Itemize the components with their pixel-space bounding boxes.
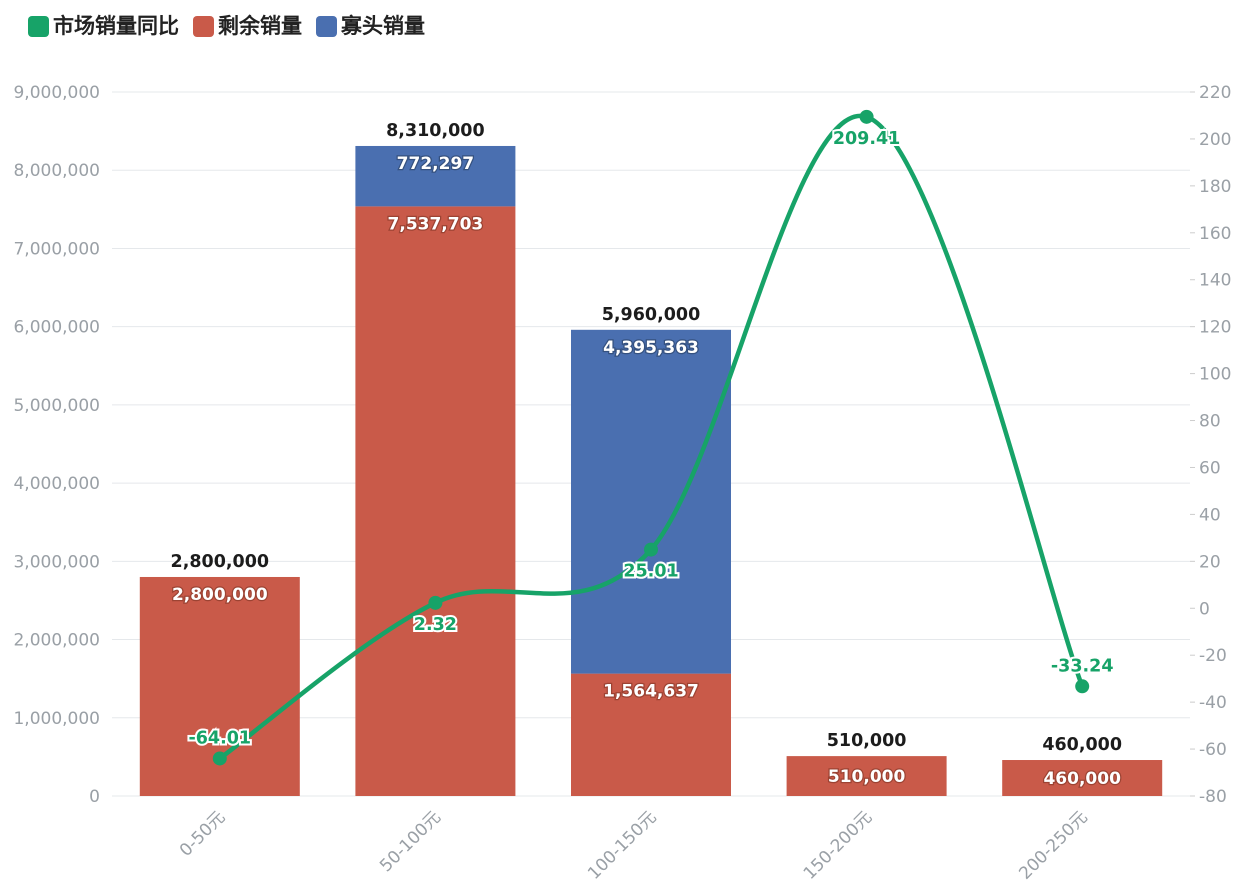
line-point[interactable]: [644, 542, 658, 557]
bar-segment-label: 510,000: [828, 767, 906, 787]
x-axis-category-label[interactable]: 200-250元: [1015, 807, 1091, 883]
bar-segment-label: 4,395,363: [603, 338, 699, 358]
right-axis-tick-label: -20: [1199, 646, 1227, 666]
bar-segment-label: 1,564,637: [603, 682, 699, 702]
legend-label: 寡头销量: [341, 14, 425, 38]
left-axis-tick-label: 8,000,000: [13, 161, 100, 181]
line-point-label: 209.41: [833, 129, 901, 149]
left-axis-tick-label: 2,000,000: [13, 631, 100, 651]
bar-segment-剩余销量[interactable]: [786, 756, 947, 796]
left-axis-tick-label: 7,000,000: [13, 239, 100, 259]
line-point-label: 2.32: [414, 615, 457, 635]
right-axis-tick-label: 120: [1199, 318, 1231, 338]
right-axis-tick-label: 220: [1199, 83, 1231, 103]
left-axis-tick-label: 1,000,000: [13, 709, 100, 729]
bar-segment-label: 460,000: [1043, 769, 1121, 789]
bar-total-label: 510,000: [827, 731, 907, 751]
left-axis-tick-label: 5,000,000: [13, 396, 100, 416]
legend-item-1[interactable]: 剩余销量: [193, 16, 302, 37]
right-axis-tick-label: 160: [1199, 224, 1231, 244]
bar-segment-label: 2,800,000: [172, 585, 268, 605]
left-axis-tick-label: 9,000,000: [13, 83, 100, 103]
right-axis-tick-label: 20: [1199, 552, 1221, 572]
left-axis-tick-label: 4,000,000: [13, 474, 100, 494]
bar-total-label: 8,310,000: [386, 121, 485, 141]
bar-total-label: 5,960,000: [602, 305, 701, 325]
right-axis-tick-label: 0: [1199, 599, 1210, 619]
right-axis-tick-label: -40: [1199, 693, 1227, 713]
right-axis-tick-label: -60: [1199, 740, 1227, 760]
line-point-label: -33.24: [1051, 656, 1114, 676]
left-axis-tick-label: 3,000,000: [13, 552, 100, 572]
left-axis-tick-label: 0: [89, 787, 100, 807]
legend-swatch-icon: [193, 16, 214, 37]
x-axis-category-label[interactable]: 50-100元: [376, 807, 445, 876]
bar-segment-剩余销量[interactable]: [571, 673, 731, 796]
x-axis-category-label[interactable]: 100-150元: [584, 807, 660, 883]
right-axis-tick-label: 80: [1199, 412, 1221, 432]
legend-item-2[interactable]: 寡头销量: [316, 16, 425, 37]
legend-swatch-icon: [28, 16, 49, 37]
legend-label: 市场销量同比: [53, 14, 179, 38]
bar-segment-寡头销量[interactable]: [571, 329, 731, 674]
line-series: [217, 113, 1085, 761]
bar-total-label: 460,000: [1042, 735, 1122, 755]
x-axis-category-label[interactable]: 0-50元: [176, 807, 229, 860]
legend-label: 剩余销量: [218, 14, 302, 38]
line-point[interactable]: [1075, 679, 1090, 694]
line-point[interactable]: [859, 109, 874, 124]
right-axis-tick-label: 60: [1199, 458, 1221, 478]
right-axis-tick-label: 100: [1199, 365, 1231, 385]
bar-segment-剩余销量[interactable]: [1002, 760, 1163, 796]
x-axis-category-label[interactable]: 150-200元: [800, 807, 876, 883]
line-point-label: -64.01: [188, 728, 251, 748]
left-axis-tick-label: 6,000,000: [13, 318, 100, 338]
legend: 市场销量同比 剩余销量 寡头销量: [28, 16, 425, 37]
legend-swatch-icon: [316, 16, 337, 37]
right-axis-tick-label: 180: [1199, 177, 1231, 197]
right-axis-tick-label: 40: [1199, 505, 1221, 525]
right-axis-tick-label: 200: [1199, 130, 1231, 150]
bar-segment-寡头销量[interactable]: [355, 145, 516, 207]
legend-item-0[interactable]: 市场销量同比: [28, 16, 179, 37]
bar-segment-剩余销量[interactable]: [355, 206, 516, 796]
right-axis-tick-label: -80: [1199, 787, 1227, 807]
bar-segment-label: 7,537,703: [388, 214, 484, 234]
line-point-label: 25.01: [623, 562, 678, 582]
bar-segment-label: 772,297: [397, 154, 474, 174]
line-point[interactable]: [428, 595, 443, 610]
bar-total-label: 2,800,000: [171, 552, 270, 572]
right-axis-tick-label: 140: [1199, 271, 1231, 291]
line-point[interactable]: [212, 751, 227, 766]
